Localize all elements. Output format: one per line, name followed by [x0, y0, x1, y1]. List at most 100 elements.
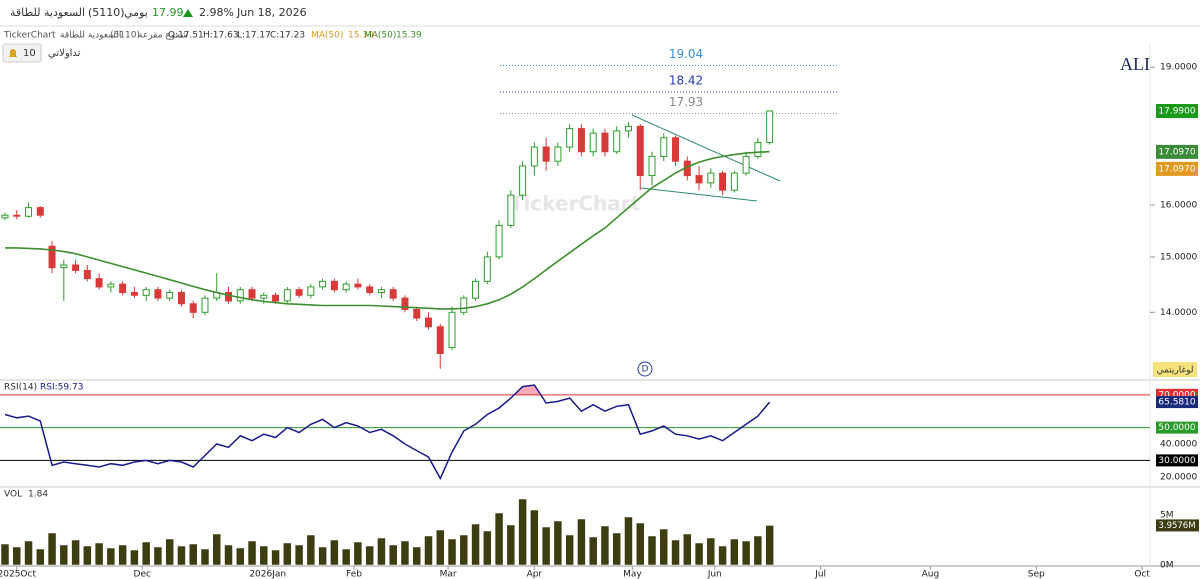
y-tick-label: 16.0000	[1160, 201, 1197, 211]
rsi-tick-label: 40.0000	[1160, 440, 1197, 450]
volume-bar	[635, 522, 645, 566]
level-label: 17.93	[669, 95, 703, 109]
price-marker-label: 17.9900	[1158, 107, 1195, 117]
price-marker-label: 17.0970	[1158, 164, 1195, 174]
candle-body	[519, 165, 527, 196]
vol-last-marker	[1156, 519, 1199, 532]
volume-bar	[730, 538, 739, 566]
price-marker	[1156, 161, 1198, 176]
volume-bar	[106, 547, 116, 566]
vol-tick-label: 5M	[1160, 511, 1174, 521]
volume-bar	[212, 533, 221, 566]
price-marker-label: 17.0970	[1158, 147, 1195, 157]
candle-body	[366, 286, 374, 293]
vol-last-label: 3.9576M	[1158, 521, 1195, 531]
candle-body	[260, 294, 268, 299]
x-tick-label: Aug	[922, 570, 940, 579]
volume-bar	[718, 545, 727, 566]
price-marker	[1156, 104, 1198, 119]
volume-bar	[471, 523, 480, 566]
y-tick-label: 15.0000	[1160, 252, 1197, 262]
candle-body	[60, 264, 68, 269]
ohlc-open: O:17.51	[168, 31, 204, 41]
candle-body	[272, 294, 280, 302]
candle-body	[707, 172, 715, 184]
ma-label: MA(50)	[311, 31, 343, 41]
candle-body	[319, 280, 327, 288]
volume-bar	[600, 525, 610, 566]
volume-bar	[141, 541, 151, 566]
candle-body	[25, 207, 33, 217]
dividend-letter: D	[642, 365, 649, 375]
candle-body	[330, 280, 338, 291]
x-tick-label: Apr	[527, 570, 543, 579]
change: 2.98%	[199, 6, 234, 19]
candle-body	[154, 289, 162, 299]
volume-bar	[577, 518, 586, 566]
price-marker	[1156, 144, 1198, 159]
candle-body	[566, 128, 574, 148]
vol-value: 1.84	[28, 490, 48, 500]
volume-bar	[306, 534, 316, 566]
volume-bar	[118, 544, 127, 566]
candle-body	[401, 297, 409, 310]
volume-bar	[659, 528, 669, 566]
candle-body	[589, 132, 597, 153]
candle-body	[354, 283, 362, 288]
volume-bar	[565, 534, 574, 566]
volume-bar	[130, 549, 139, 566]
dividend-marker[interactable]	[637, 361, 653, 377]
x-tick-label: Jun	[707, 570, 722, 579]
candle-body	[142, 289, 150, 296]
candle-body	[601, 132, 609, 153]
candle-body	[130, 291, 138, 296]
candle-body	[719, 172, 727, 191]
candle-body	[436, 326, 444, 354]
volume-bar	[224, 544, 233, 566]
volume-bar	[377, 537, 386, 566]
volume-bar	[388, 544, 398, 566]
portfolio-link[interactable]: تداولاتي	[48, 48, 81, 59]
volume-bar	[71, 539, 80, 566]
candle-body	[119, 283, 127, 293]
candle-body	[483, 256, 491, 282]
rsi-level-marker	[1156, 421, 1198, 434]
volume-bar	[459, 534, 469, 566]
candle-body	[530, 146, 538, 167]
source: TickerChart	[3, 31, 56, 41]
volume-bar	[365, 545, 374, 566]
rsi-last-marker	[1156, 396, 1198, 409]
volume-bar	[36, 548, 45, 566]
candle-body	[189, 303, 197, 313]
candle-body	[13, 214, 21, 217]
candle-body	[472, 280, 480, 299]
alerts-count: 10	[23, 48, 36, 59]
y-tick-label: 14.0000	[1160, 308, 1197, 318]
candle-body	[413, 308, 421, 319]
period: يومي	[124, 6, 148, 19]
ohlc-high: H:17.63	[203, 31, 239, 41]
candle-body	[766, 110, 774, 143]
volume-bar	[165, 538, 174, 566]
candle-body	[225, 291, 233, 302]
rsi-level-marker	[1156, 454, 1198, 467]
ma-label: MA(50)	[364, 31, 396, 41]
volume-bar	[412, 546, 421, 566]
candle-body	[342, 283, 350, 291]
volume-bar	[236, 547, 245, 566]
volume-bar	[59, 544, 69, 566]
candle-body	[554, 146, 562, 162]
last-price: 17.99	[152, 6, 184, 19]
rsi-level-label: 50.0000	[1158, 423, 1195, 433]
candle-body	[742, 155, 750, 174]
candle-body	[495, 224, 503, 258]
ma-value: 15.39	[348, 31, 374, 41]
volume-bar	[47, 532, 57, 566]
candle-body	[672, 137, 680, 162]
symbol-logo: ALI	[1120, 54, 1150, 74]
log-button[interactable]	[1153, 362, 1197, 377]
alerts-button[interactable]	[2, 43, 42, 63]
